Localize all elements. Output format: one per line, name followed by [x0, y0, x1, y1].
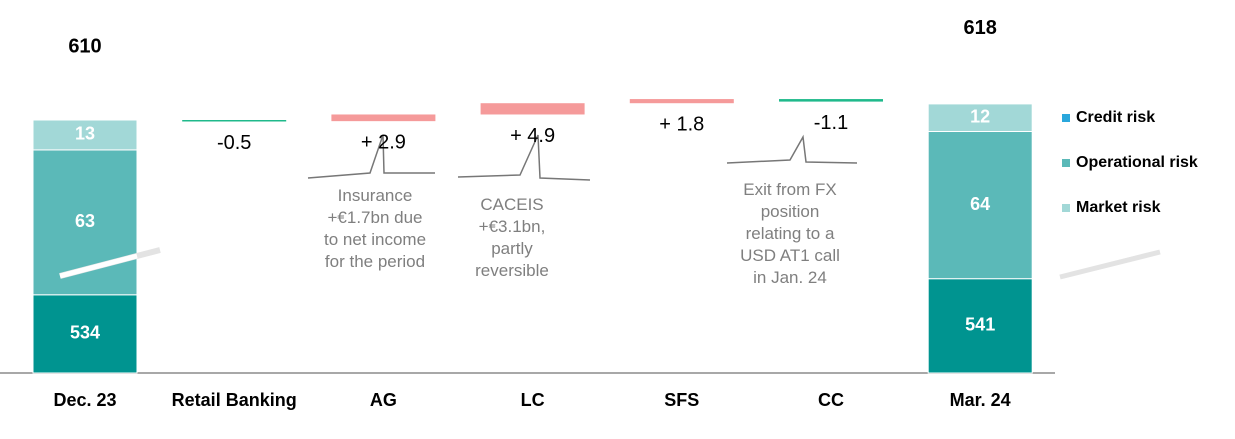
segment-label: 64 — [970, 194, 990, 214]
stack-segment — [927, 103, 1033, 133]
legend-label: Operational risk — [1076, 154, 1198, 171]
connector — [457, 134, 591, 181]
increase-bar — [331, 114, 436, 122]
stack-segment — [927, 131, 1033, 280]
decrease-bar — [779, 99, 883, 102]
total-label: 610 — [68, 35, 101, 57]
annotation-line: partly — [491, 239, 533, 258]
connector — [726, 134, 858, 164]
annotation-line: reversible — [475, 261, 549, 280]
annotation-line: to net income — [323, 230, 427, 249]
legend-swatch — [1062, 159, 1070, 167]
segment-label: 13 — [75, 124, 95, 144]
annotation-line: relating to a — [745, 224, 835, 243]
annotation-line: Exit from FX — [743, 180, 837, 199]
total-label: 618 — [964, 17, 997, 39]
change-label: -1.1 — [814, 112, 848, 134]
stack-segment — [32, 119, 138, 151]
segment-label: 534 — [70, 323, 100, 343]
segment-label: 541 — [965, 315, 995, 335]
legend-label: Credit risk — [1076, 109, 1155, 126]
x-tick-label: Retail Banking — [171, 390, 297, 410]
legend-swatch — [1062, 204, 1070, 212]
segment-label: 12 — [970, 106, 990, 126]
x-tick-label: Mar. 24 — [949, 390, 1011, 410]
x-tick-label: AG — [369, 390, 397, 410]
x-tick-label: CC — [818, 390, 844, 410]
axis-break — [1059, 249, 1161, 280]
increase-bar — [629, 99, 734, 104]
annotation-line: position — [760, 202, 820, 221]
annotation-connectors — [307, 134, 858, 181]
increase-bar — [480, 103, 585, 115]
stack-segment — [927, 278, 1033, 374]
change-label: + 2.9 — [361, 131, 406, 153]
x-tick-label: SFS — [664, 390, 700, 410]
change-label: + 1.8 — [659, 113, 704, 135]
change-label: -0.5 — [217, 132, 251, 154]
annotation-line: USD AT1 call — [740, 246, 840, 265]
annotation-line: +€1.7bn due — [327, 208, 423, 227]
annotation-line: CACEIS — [480, 195, 544, 214]
axis-break — [59, 253, 138, 279]
legend-label: Market risk — [1076, 199, 1161, 216]
decrease-bar — [182, 120, 287, 122]
legend-swatch — [1062, 114, 1070, 122]
change-label: + 4.9 — [510, 125, 555, 147]
connector — [307, 134, 435, 179]
annotation-line: in Jan. 24 — [753, 268, 827, 287]
annotation-line: Insurance — [337, 186, 413, 205]
x-tick-label: Dec. 23 — [53, 390, 117, 410]
stack-segment — [32, 294, 138, 374]
x-tick-label: LC — [520, 390, 545, 410]
annotation-line: for the period — [324, 252, 426, 271]
segment-label: 63 — [75, 211, 95, 231]
annotation-line: +€3.1bn, — [478, 217, 546, 236]
